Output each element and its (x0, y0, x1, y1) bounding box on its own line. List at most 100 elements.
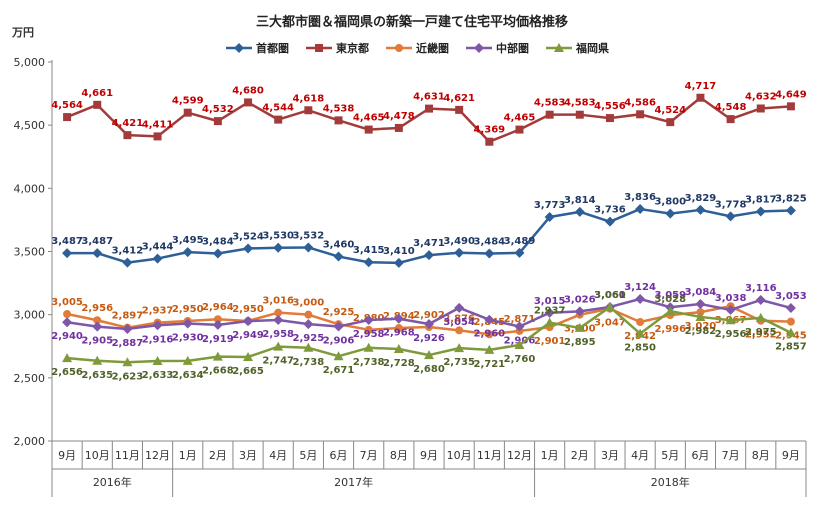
data-label: 2,950 (232, 304, 264, 315)
data-label: 3,773 (534, 200, 566, 211)
data-label: 2,926 (413, 333, 445, 344)
x-tick-label: 2月 (571, 449, 589, 462)
data-label: 2,656 (51, 367, 83, 378)
data-point (574, 206, 585, 217)
data-point (364, 125, 373, 134)
y-tick-label: 2,500 (14, 372, 46, 385)
data-label: 3,415 (353, 245, 385, 256)
data-label: 3,460 (323, 240, 355, 251)
data-point (213, 117, 222, 126)
data-label: 3,836 (624, 192, 656, 203)
data-point (785, 327, 796, 337)
data-point (274, 115, 283, 124)
data-point (122, 257, 133, 268)
data-point (454, 247, 465, 258)
data-label: 4,618 (293, 93, 325, 104)
data-point (666, 118, 675, 127)
legend: 首都圏 東京都 近畿圏 中部圏 福岡県 (226, 41, 609, 55)
data-label: 2,738 (293, 357, 325, 368)
data-label: 4,583 (564, 98, 596, 109)
x-tick-label: 12月 (145, 449, 170, 462)
data-label: 2,665 (232, 366, 264, 377)
data-point (244, 98, 253, 107)
data-label: 2,975 (745, 327, 777, 338)
data-point (545, 110, 554, 119)
legend-item-5: 福岡県 (546, 41, 609, 55)
x-tick-label: 5月 (661, 449, 679, 462)
data-point (574, 306, 585, 317)
data-label: 3,054 (443, 317, 475, 328)
data-label: 2,919 (202, 334, 234, 345)
data-label: 3,800 (654, 197, 686, 208)
data-point (92, 321, 103, 332)
x-tick-label: 10月 (85, 449, 110, 462)
data-point (455, 105, 464, 114)
data-point (786, 317, 795, 326)
data-label: 2,857 (775, 342, 807, 353)
data-point (153, 132, 162, 141)
y-tick-label: 5,000 (14, 56, 46, 69)
data-label: 2,940 (51, 331, 83, 342)
data-label: 2,916 (142, 334, 174, 345)
data-point (786, 102, 795, 111)
data-label: 2,738 (353, 357, 385, 368)
data-point (212, 319, 223, 330)
data-point (695, 311, 706, 321)
data-point (454, 343, 465, 353)
data-label: 2,728 (383, 358, 415, 369)
data-point (393, 257, 404, 268)
data-point (122, 323, 133, 334)
data-point (63, 310, 72, 319)
data-label: 3,444 (142, 242, 174, 253)
data-label: 3,524 (232, 231, 264, 242)
data-label: 3,487 (51, 236, 83, 247)
legend-item-1: 首都圏 (226, 41, 289, 55)
data-label: 4,586 (624, 97, 656, 108)
data-label: 2,895 (564, 337, 596, 348)
data-point (725, 304, 736, 315)
data-label: 3,000 (293, 298, 325, 309)
data-point (273, 314, 284, 325)
data-label: 3,495 (172, 235, 204, 246)
year-group-label: 2016年 (93, 475, 132, 489)
legend-label: 福岡県 (575, 41, 609, 55)
data-label: 2,902 (413, 310, 445, 321)
data-point (92, 355, 103, 365)
x-tick-label: 9月 (420, 449, 438, 462)
data-point (363, 314, 374, 325)
data-point (725, 211, 736, 222)
data-label: 3,020 (685, 321, 717, 332)
data-label: 3,059 (654, 290, 686, 301)
data-label: 4,631 (413, 92, 445, 103)
data-label: 3,484 (202, 237, 234, 248)
x-tick-label: 1月 (179, 449, 197, 462)
data-label: 4,524 (654, 105, 686, 116)
data-point (303, 319, 314, 330)
data-label: 2,671 (323, 365, 355, 376)
data-point (303, 342, 314, 352)
y-tick-label: 4,000 (14, 182, 46, 195)
x-tick-label: 2月 (209, 449, 227, 462)
data-point (695, 299, 706, 310)
data-point (755, 312, 766, 322)
data-point (544, 212, 555, 223)
data-label: 2,876 (443, 313, 475, 324)
data-point (304, 106, 313, 115)
data-point (425, 104, 433, 113)
data-label: 3,825 (775, 193, 807, 204)
legend-label: 首都圏 (256, 41, 289, 55)
data-label: 2,887 (112, 338, 144, 349)
legend-item-4: 中部圏 (466, 41, 529, 55)
data-label: 2,996 (654, 324, 686, 335)
data-point (62, 248, 73, 259)
data-label: 3,814 (564, 195, 596, 206)
x-tick-label: 10月 (447, 449, 472, 462)
legend-item-2: 東京都 (306, 41, 369, 55)
data-label: 4,478 (383, 111, 415, 122)
data-label: 2,930 (172, 333, 204, 344)
data-label: 4,411 (142, 119, 174, 130)
x-tick-label: 9月 (58, 449, 76, 462)
data-label: 2,635 (81, 370, 113, 381)
data-point (755, 206, 766, 217)
